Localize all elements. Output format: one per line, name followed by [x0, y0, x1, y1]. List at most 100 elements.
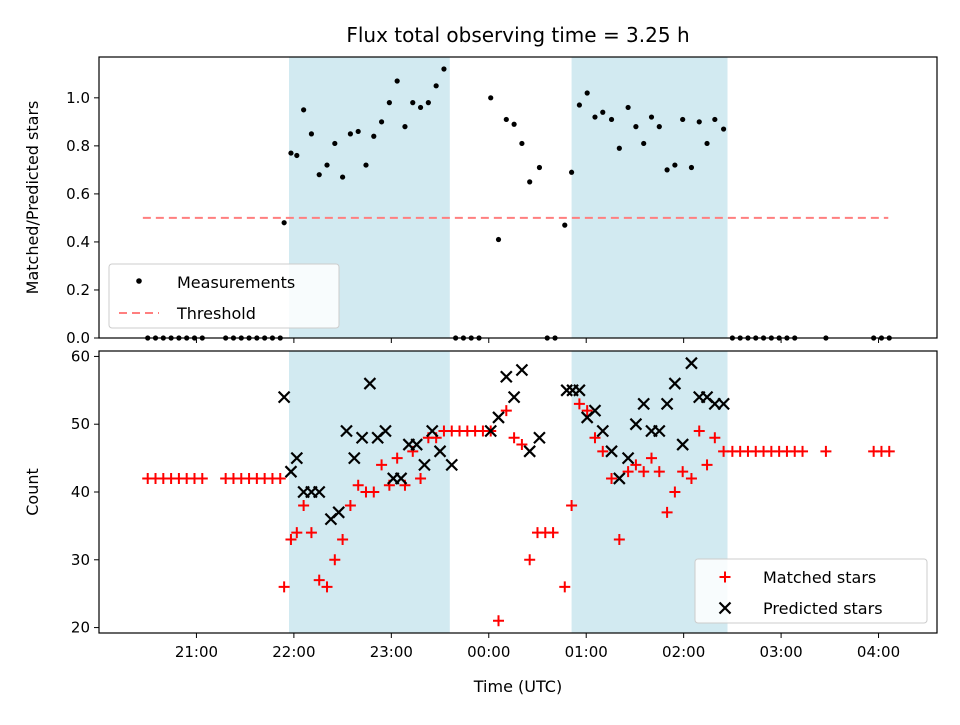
matched-stars-point: [376, 459, 388, 471]
predicted-stars-point: [660, 397, 674, 411]
predicted-stars-point: [629, 417, 643, 431]
matched-stars-point: [573, 398, 585, 410]
matched-stars-point: [298, 500, 310, 512]
x-tick-label: 01:00: [565, 643, 608, 661]
matched-stars-point: [329, 554, 341, 566]
measurements-point: [704, 140, 710, 147]
matched-stars-point: [566, 500, 578, 512]
matched-stars-point: [305, 527, 317, 539]
measurements-point: [316, 172, 322, 178]
matched-stars-point: [344, 500, 356, 512]
measurements-point: [441, 66, 447, 72]
measurements-point: [680, 116, 686, 123]
measurements-point: [308, 131, 315, 137]
matched-stars-point: [278, 581, 290, 593]
matched-stars-point: [352, 479, 364, 491]
chart-title: Flux total observing time = 3.25 h: [346, 23, 689, 47]
measurements-point: [417, 104, 424, 111]
measurements-point: [712, 116, 718, 123]
matched-stars-point: [820, 445, 832, 457]
y-tick-label: 0.2: [66, 281, 90, 299]
measurements-point: [672, 162, 678, 168]
y-tick-label: 0.6: [66, 185, 90, 203]
matched-stars-point: [547, 527, 559, 539]
matched-stars-point: [653, 466, 665, 478]
predicted-stars-point: [332, 506, 345, 519]
x-tick-label: 03:00: [759, 643, 802, 661]
predicted-stars-point: [500, 370, 513, 384]
measurements-point: [288, 150, 294, 156]
predicted-stars-point: [668, 377, 682, 390]
measurements-point: [664, 167, 670, 173]
measurements-point: [301, 107, 307, 113]
matched-stars-point: [685, 472, 697, 484]
measurements-point: [648, 114, 655, 120]
measurements-point: [641, 140, 647, 147]
measurements-point: [568, 169, 575, 175]
matched-stars-point: [313, 574, 325, 586]
matched-stars-point: [645, 452, 657, 464]
measurements-point: [410, 100, 416, 106]
y-tick-label: 0.4: [66, 233, 90, 251]
matched-stars-point: [622, 466, 634, 478]
predicted-stars-point: [312, 485, 326, 499]
y-tick-label: 30: [71, 551, 90, 569]
measurements-point: [562, 222, 568, 228]
predicted-stars-point: [445, 458, 459, 472]
predicted-stars-point: [613, 472, 626, 485]
legend-label: Threshold: [176, 304, 256, 323]
matched-stars-point: [797, 445, 809, 457]
predicted-stars-point: [588, 404, 602, 417]
measurements-point: [527, 179, 533, 185]
measurements-point: [386, 100, 392, 106]
predicted-stars-point: [685, 356, 698, 370]
matched-stars-point: [589, 432, 601, 444]
legend-marker: [718, 601, 732, 615]
y-tick-label: 60: [71, 347, 90, 365]
y-axis-label: Matched/Predicted stars: [23, 101, 42, 295]
x-axis-label: Time (UTC): [473, 677, 562, 696]
measurements-point: [511, 121, 517, 127]
measurements-point: [281, 220, 287, 226]
predicted-stars-point: [410, 438, 423, 451]
measurements-point: [394, 78, 400, 84]
measurements-point: [503, 116, 509, 123]
x-tick-label: 23:00: [370, 643, 413, 661]
y-tick-label: 50: [71, 415, 90, 433]
y-tick-label: 20: [71, 619, 90, 637]
matched-stars-point: [516, 439, 528, 451]
predicted-stars-point: [355, 431, 369, 445]
plot-frame: [98, 56, 938, 339]
matched-stars-point: [500, 405, 512, 417]
matched-stars-point: [524, 554, 536, 566]
matched-stars-point: [274, 472, 286, 484]
y-tick-label: 0.8: [66, 137, 90, 155]
measurements-point: [363, 162, 369, 168]
predicted-stars-point: [425, 424, 439, 438]
legend-box: [108, 263, 340, 329]
predicted-stars-point: [523, 445, 536, 458]
measurements-point: [600, 109, 606, 115]
legend-label: Matched stars: [763, 568, 876, 587]
measurements-point: [536, 164, 543, 171]
predicted-stars-point: [533, 431, 546, 445]
x-tick-label: 04:00: [857, 643, 900, 661]
predicted-stars-point: [277, 390, 291, 404]
matched-stars-point: [321, 581, 333, 593]
measurements-point: [721, 126, 727, 132]
matched-stars-point: [391, 452, 403, 464]
measurements-point: [584, 90, 590, 96]
measurements-point: [656, 124, 662, 130]
measurements-point: [488, 95, 494, 101]
predicted-stars-point: [596, 424, 610, 438]
matched-stars-point: [606, 472, 618, 484]
measurements-point: [495, 236, 502, 243]
matched-stars-point: [196, 472, 208, 484]
matched-stars-point: [883, 445, 895, 457]
y-tick-label: 0.0: [66, 329, 90, 347]
matched-stars-point: [613, 533, 625, 545]
matched-stars-point: [368, 486, 380, 498]
measurements-point: [371, 133, 377, 139]
y-axis-label: Count: [23, 468, 42, 516]
